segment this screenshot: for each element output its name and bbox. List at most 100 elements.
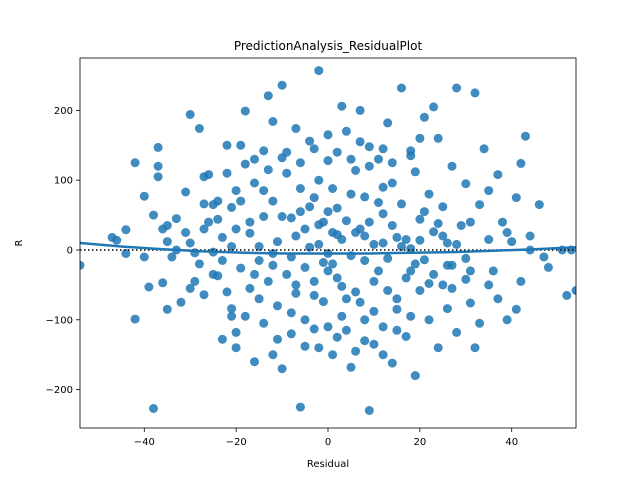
data-point — [419, 255, 429, 265]
data-point — [378, 182, 388, 192]
data-point — [130, 158, 140, 168]
data-point — [387, 358, 397, 368]
data-point — [286, 213, 296, 223]
data-point — [488, 266, 498, 276]
data-point — [369, 306, 379, 316]
data-point — [213, 196, 223, 206]
data-point — [378, 322, 388, 332]
data-point — [185, 238, 195, 248]
data-point — [240, 159, 250, 169]
data-point — [364, 217, 374, 227]
data-point — [323, 266, 333, 276]
data-point — [341, 216, 351, 226]
plot-lines — [80, 241, 576, 255]
data-point — [185, 283, 195, 293]
data-point — [332, 332, 342, 342]
data-point — [493, 294, 503, 304]
data-point — [442, 304, 452, 314]
data-point — [309, 324, 319, 334]
data-point — [511, 304, 521, 314]
data-point — [194, 124, 204, 133]
data-point — [374, 154, 383, 164]
data-point — [571, 286, 576, 295]
x-tick-label: 0 — [325, 437, 331, 448]
data-point — [295, 402, 305, 412]
data-point — [107, 232, 117, 242]
data-point — [149, 404, 158, 413]
data-point — [406, 311, 416, 321]
data-point — [351, 165, 361, 175]
data-point — [245, 283, 255, 293]
data-point — [328, 184, 338, 193]
data-point — [121, 249, 131, 258]
data-point — [328, 259, 338, 269]
data-point — [424, 279, 434, 288]
data-point — [153, 172, 163, 182]
data-point — [236, 140, 246, 150]
data-point — [227, 304, 237, 314]
data-point — [360, 315, 370, 325]
data-point — [456, 221, 466, 230]
data-point — [323, 207, 333, 217]
data-point — [374, 266, 383, 276]
data-point — [222, 168, 232, 178]
data-point — [217, 334, 227, 344]
data-point — [204, 217, 214, 227]
data-point — [217, 256, 227, 265]
data-point — [387, 221, 397, 230]
data-point — [332, 203, 342, 213]
data-point — [433, 343, 443, 353]
data-point — [401, 273, 411, 283]
data-point — [300, 341, 310, 351]
data-point — [355, 105, 365, 115]
data-point — [470, 88, 480, 98]
data-point — [314, 343, 324, 353]
data-point — [502, 315, 512, 325]
data-point — [498, 217, 507, 227]
data-point — [415, 235, 425, 245]
data-point — [433, 219, 443, 228]
data-point — [190, 276, 200, 286]
y-axis: −200 −100 0 100 200 — [46, 106, 80, 396]
data-point — [360, 336, 370, 346]
data-point — [429, 102, 439, 112]
data-point — [351, 228, 361, 237]
data-point — [273, 301, 282, 311]
data-point — [273, 334, 282, 344]
data-point — [415, 286, 425, 295]
data-point — [263, 91, 273, 101]
data-point — [139, 252, 149, 262]
data-point — [424, 189, 434, 199]
data-point — [397, 199, 406, 209]
data-point — [337, 101, 347, 111]
data-point — [511, 193, 521, 203]
data-point — [323, 130, 333, 140]
data-point — [493, 170, 503, 180]
data-point — [162, 237, 172, 247]
data-point — [204, 170, 214, 180]
data-point — [199, 224, 209, 234]
data-point — [277, 80, 287, 90]
data-point — [222, 287, 232, 297]
data-point — [429, 227, 439, 237]
data-point — [176, 297, 186, 307]
data-point — [263, 165, 273, 175]
data-point — [305, 136, 315, 146]
data-point — [387, 178, 397, 188]
data-point — [392, 304, 402, 314]
x-tick-label: 20 — [413, 437, 426, 448]
data-point — [332, 273, 342, 283]
data-point — [521, 131, 530, 141]
data-point — [369, 276, 379, 286]
data-point — [401, 332, 411, 341]
y-tick-label: 0 — [67, 245, 73, 256]
data-point — [419, 207, 429, 217]
data-point — [346, 189, 356, 199]
data-point — [410, 259, 420, 269]
data-point — [254, 242, 264, 251]
data-point — [295, 184, 305, 193]
data-point — [484, 186, 494, 196]
data-point — [461, 274, 471, 284]
data-point — [360, 192, 370, 202]
data-point — [525, 231, 535, 241]
